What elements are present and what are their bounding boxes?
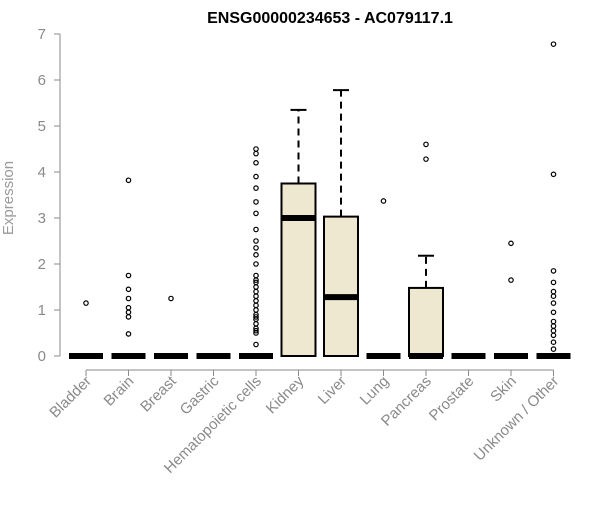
box-8 bbox=[366, 198, 401, 359]
box-5 bbox=[239, 146, 273, 359]
outlier-point bbox=[550, 293, 557, 300]
outlier-point bbox=[253, 146, 259, 152]
box-body bbox=[323, 215, 359, 357]
outlier-point bbox=[253, 173, 259, 180]
outlier-point bbox=[125, 331, 132, 337]
y-tick-label: 1 bbox=[38, 302, 46, 319]
box-2 bbox=[111, 177, 146, 359]
outlier-point bbox=[550, 318, 557, 325]
outlier-point bbox=[423, 141, 429, 148]
outlier-point bbox=[253, 252, 259, 258]
outlier-point bbox=[253, 302, 259, 309]
outlier-point bbox=[253, 284, 259, 290]
x-category-label: Breast bbox=[137, 372, 180, 415]
y-tick-label: 3 bbox=[38, 210, 46, 227]
box-7 bbox=[323, 89, 359, 357]
x-category-label: Bladder bbox=[46, 373, 95, 422]
x-category-label: Brain bbox=[101, 373, 138, 410]
outlier-point bbox=[125, 295, 132, 302]
outlier-point bbox=[253, 261, 259, 267]
outlier-point bbox=[253, 320, 259, 327]
box-11 bbox=[494, 240, 528, 359]
box-9 bbox=[408, 141, 444, 359]
outlier-point bbox=[550, 171, 557, 178]
outlier-point bbox=[125, 272, 132, 279]
y-axis: 0 1 2 3 4 5 6 7 bbox=[38, 26, 61, 365]
box-3 bbox=[154, 295, 188, 359]
x-category-label: Kidney bbox=[263, 372, 308, 417]
outlier-point bbox=[253, 272, 259, 279]
outlier-point bbox=[550, 288, 557, 295]
outlier-point bbox=[550, 300, 557, 306]
outlier-point bbox=[253, 341, 259, 348]
y-tick-label: 7 bbox=[38, 26, 46, 43]
outlier-point bbox=[253, 226, 259, 233]
outlier-point bbox=[423, 156, 429, 162]
outlier-point bbox=[83, 300, 89, 306]
outlier-point bbox=[168, 295, 174, 302]
outlier-point bbox=[380, 198, 387, 204]
chart-title: ENSG00000234653 - AC079117.1 bbox=[207, 10, 453, 27]
plot-area bbox=[69, 41, 571, 359]
outlier-point bbox=[550, 332, 557, 339]
box-6 bbox=[280, 108, 317, 357]
outlier-point bbox=[253, 210, 259, 217]
y-tick-label: 2 bbox=[38, 256, 46, 273]
x-category-label: Liver bbox=[315, 373, 350, 408]
outlier-point bbox=[253, 150, 259, 157]
outlier-point bbox=[253, 327, 259, 334]
box-1 bbox=[69, 300, 103, 359]
outlier-point bbox=[125, 309, 132, 316]
outlier-point bbox=[253, 288, 259, 295]
outlier-point bbox=[125, 177, 132, 184]
x-category-label: Skin bbox=[487, 373, 520, 406]
x-category-label: Lung bbox=[357, 373, 393, 409]
outlier-point bbox=[125, 304, 132, 311]
outlier-point bbox=[125, 286, 132, 293]
outlier-point bbox=[253, 185, 259, 191]
box-body bbox=[408, 286, 444, 358]
outlier-point bbox=[253, 160, 259, 166]
outlier-point bbox=[550, 41, 557, 47]
outlier-point bbox=[253, 314, 259, 320]
y-tick-label: 4 bbox=[38, 164, 46, 181]
outlier-point bbox=[253, 245, 259, 251]
outlier-point bbox=[550, 339, 557, 346]
outlier-point bbox=[508, 277, 514, 283]
outlier-point bbox=[508, 240, 514, 247]
box-body bbox=[280, 182, 317, 357]
outlier-point bbox=[550, 327, 557, 334]
outlier-point bbox=[253, 297, 259, 304]
outlier-point bbox=[253, 199, 259, 205]
outlier-point bbox=[550, 346, 557, 352]
outlier-point bbox=[550, 323, 557, 329]
y-tick-label: 5 bbox=[38, 118, 46, 135]
outlier-point bbox=[253, 279, 259, 286]
outlier-point bbox=[550, 279, 557, 286]
outlier-point bbox=[125, 314, 132, 320]
y-tick-label: 6 bbox=[38, 72, 46, 89]
y-tick-label: 0 bbox=[38, 348, 46, 365]
outlier-point bbox=[253, 293, 259, 300]
x-category-label: Prostate bbox=[426, 373, 478, 425]
outlier-point bbox=[253, 238, 259, 244]
outlier-point bbox=[253, 307, 259, 313]
outlier-point bbox=[550, 268, 557, 274]
box-12 bbox=[536, 41, 571, 359]
outlier-point bbox=[550, 309, 557, 316]
y-axis-label: Expression bbox=[0, 161, 17, 235]
